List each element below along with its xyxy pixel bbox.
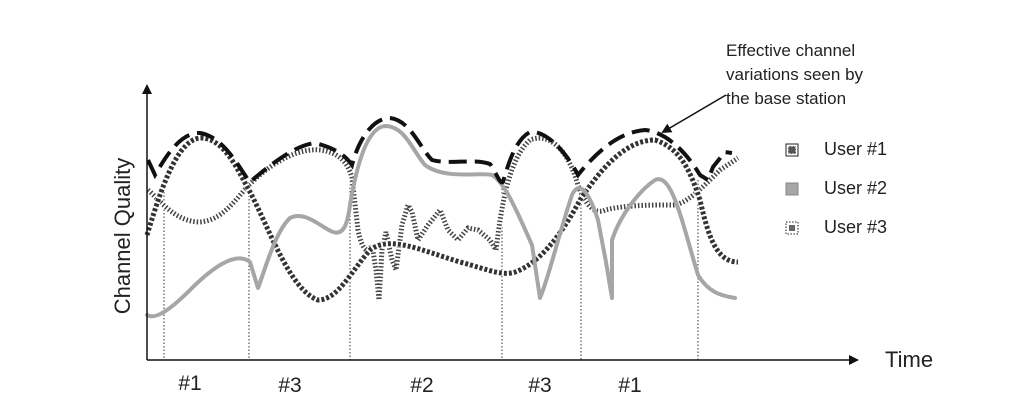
legend-item-user-1: User #1 xyxy=(785,139,887,159)
legend-swatch-checker-diagonal-fill xyxy=(787,145,797,155)
slot-label: #3 xyxy=(528,374,551,397)
annotation-arrow xyxy=(661,94,727,134)
x-axis-title: Time xyxy=(885,347,933,372)
annotation-text: Effective channel variations seen by the… xyxy=(726,41,868,108)
legend-label: User #2 xyxy=(824,178,887,198)
annotation-line: the base station xyxy=(726,89,846,108)
axes xyxy=(142,84,859,365)
legend-item-user-2: User #2 xyxy=(785,178,887,198)
legend-label: User #3 xyxy=(824,217,887,237)
annotation-line: variations seen by xyxy=(726,65,864,84)
user-3-curve xyxy=(146,135,740,301)
slot-labels: #1 #3 #2 #3 #1 xyxy=(178,372,641,397)
legend-label: User #1 xyxy=(824,139,887,159)
slot-dividers xyxy=(163,170,699,360)
slot-label: #3 xyxy=(278,374,301,397)
legend: User #1 User #2 User #3 xyxy=(785,139,887,237)
legend-swatch-solid-gray xyxy=(785,182,799,196)
annotation-line: Effective channel xyxy=(726,41,855,60)
user-2-curve xyxy=(145,124,737,319)
user-1-curve xyxy=(144,134,739,304)
slot-label: #1 xyxy=(618,374,641,397)
legend-item-user-3: User #3 xyxy=(785,217,887,237)
legend-swatch-checker-dotted-fill xyxy=(789,225,795,231)
effective-channel-envelope xyxy=(146,115,733,185)
slot-label: #2 xyxy=(410,374,433,397)
slot-label: #1 xyxy=(178,372,201,395)
y-axis-title: Channel Quality xyxy=(110,158,135,315)
